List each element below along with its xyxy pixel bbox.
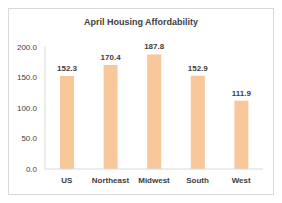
html-text:April Housing Affordability: April Housing Affordability xyxy=(83,17,199,27)
svg-text:170.4: 170.4 xyxy=(101,53,122,62)
svg-text:US: US xyxy=(61,176,73,185)
svg-text:150.0: 150.0 xyxy=(17,73,38,82)
svg-text:West: West xyxy=(232,176,251,185)
svg-text:100.0: 100.0 xyxy=(17,104,38,113)
svg-text:Northeast: Northeast xyxy=(92,176,130,185)
svg-text:Midwest: Midwest xyxy=(138,176,170,185)
svg-text:0.0: 0.0 xyxy=(26,165,38,174)
svg-text:152.9: 152.9 xyxy=(188,64,209,73)
svg-text:South: South xyxy=(186,176,209,185)
svg-text:50.0: 50.0 xyxy=(21,134,37,143)
svg-text:111.9: 111.9 xyxy=(232,89,252,98)
svg-text:187.8: 187.8 xyxy=(144,42,165,51)
svg-text:200.0: 200.0 xyxy=(17,43,38,52)
svg-text:152.3: 152.3 xyxy=(57,64,78,73)
